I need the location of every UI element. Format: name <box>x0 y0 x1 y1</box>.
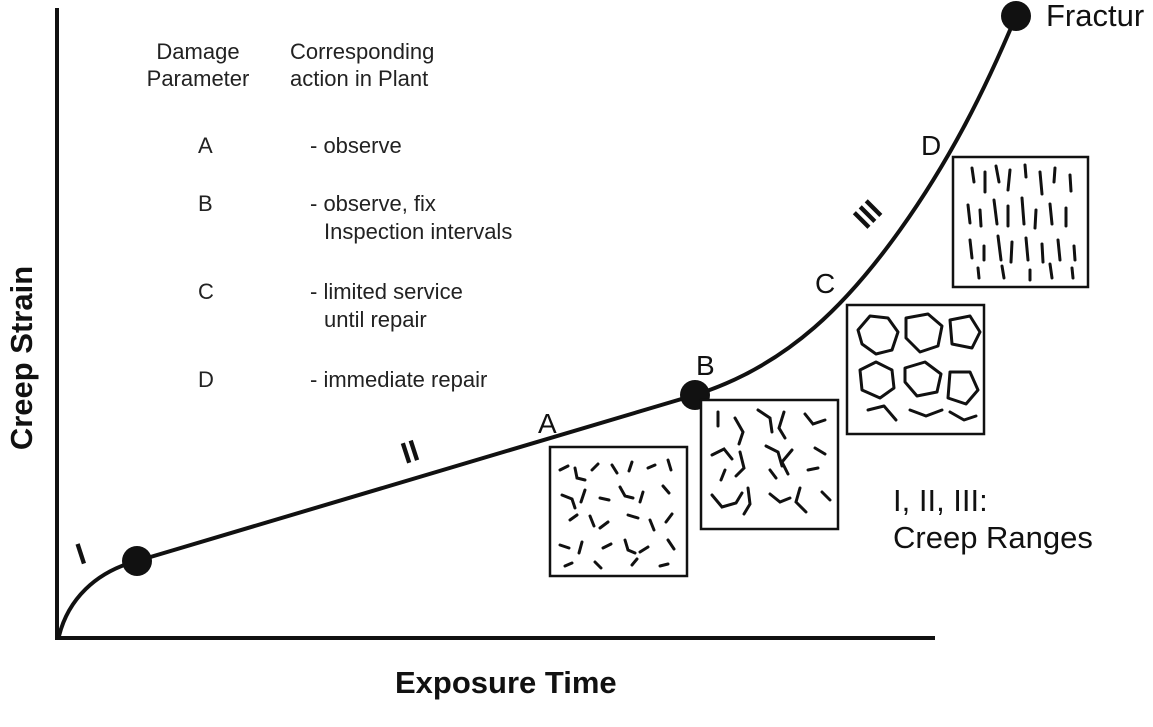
row-d-action: - immediate repair <box>310 366 487 394</box>
row-d-param: D <box>198 367 214 392</box>
action-line: Inspection intervals <box>324 219 513 244</box>
header-line: Parameter <box>146 66 250 91</box>
fracture-dot <box>1001 1 1031 31</box>
action-line: until repair <box>324 307 427 332</box>
primary-end-dot <box>122 546 152 576</box>
row-a-action: - observe <box>310 132 402 160</box>
creep-ranges-note: I, II, III: Creep Ranges <box>893 482 1093 556</box>
point-d-label: D <box>921 130 942 161</box>
row-a-param: A <box>198 133 213 158</box>
microstructure-box-b <box>699 398 840 531</box>
point-b-label: B <box>696 350 715 381</box>
point-a-label: A <box>538 408 557 439</box>
point-c-label: C <box>815 268 836 299</box>
microstructure-box-d <box>951 155 1090 289</box>
action-line: - immediate repair <box>310 367 488 392</box>
row-b-action: - observe, fix Inspection intervals <box>310 190 512 246</box>
x-axis-label: Exposure Time <box>395 665 617 700</box>
damage-parameter-header: Damage Parameter <box>133 38 263 92</box>
header-line: Damage <box>156 39 240 64</box>
note-line: Creep Ranges <box>893 520 1093 555</box>
microstructure-box-a <box>548 445 689 578</box>
action-line: - limited service <box>310 279 463 304</box>
action-line: - observe <box>310 133 402 158</box>
row-c-param: C <box>198 279 214 304</box>
fracture-label: Fractur <box>1046 0 1145 33</box>
microstructure-box-c <box>845 303 986 436</box>
header-line: action in Plant <box>290 66 429 91</box>
y-axis-label: Creep Strain <box>4 265 39 451</box>
header-line: Corresponding <box>290 39 435 64</box>
note-line: I, II, III: <box>893 483 988 518</box>
plant-action-header: Corresponding action in Plant <box>290 38 434 92</box>
row-c-action: - limited service until repair <box>310 278 463 334</box>
action-line: - observe, fix <box>310 191 436 216</box>
creep-curve <box>57 14 1018 638</box>
row-b-param: B <box>198 191 213 216</box>
